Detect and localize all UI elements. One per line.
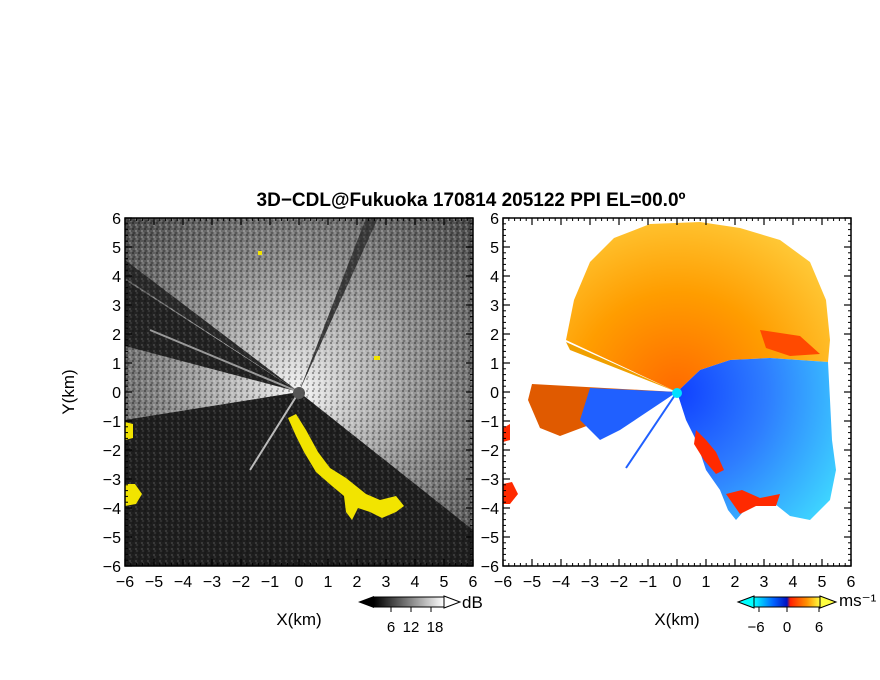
radar-site-marker bbox=[293, 387, 305, 399]
right-xtick-label: −2 bbox=[610, 574, 628, 591]
left-ytick-label: 0 bbox=[112, 385, 121, 402]
left-xtick-label: 1 bbox=[324, 574, 333, 591]
right-colorbar: −6 0 6 ms⁻¹ bbox=[736, 591, 877, 636]
left-ytick-label: −1 bbox=[103, 414, 121, 431]
right-ytick-label: 5 bbox=[490, 240, 499, 257]
right-xtick-label: −5 bbox=[523, 574, 541, 591]
left-ytick-label: −4 bbox=[103, 501, 121, 518]
left-ytick-label: 1 bbox=[112, 356, 121, 373]
right-ytick-label: 1 bbox=[490, 356, 499, 373]
right-xtick-label: 1 bbox=[702, 574, 711, 591]
right-ytick-label: −1 bbox=[481, 414, 499, 431]
right-ytick-label: −2 bbox=[481, 443, 499, 460]
left-xtick-label: −2 bbox=[232, 574, 250, 591]
left-xtick-label: −6 bbox=[116, 574, 134, 591]
right-ytick-label: −3 bbox=[481, 472, 499, 489]
left-ytick-label: −2 bbox=[103, 443, 121, 460]
left-panel-image bbox=[125, 218, 473, 566]
left-xtick-label: −4 bbox=[174, 574, 192, 591]
left-xtick-label: 0 bbox=[295, 574, 304, 591]
right-colorbar-tick: 6 bbox=[815, 619, 823, 636]
right-axis-ticks: −6 −5 −4 −3 −2 −1 0 1 2 3 4 5 6 6 5 4 3 2 1 0 −1 −2 −3 −4 −5 −6 bbox=[481, 211, 856, 591]
left-xtick-label: 6 bbox=[469, 574, 478, 591]
right-xtick-label: −1 bbox=[639, 574, 657, 591]
right-xtick-label: −3 bbox=[581, 574, 599, 591]
left-axis-ticks: −6 −5 −4 −3 −2 −1 0 1 2 3 4 5 6 6 5 4 3 2 1 0 −1 −2 −3 −4 −5 −6 bbox=[103, 211, 478, 591]
left-colorbar-tick: 6 bbox=[387, 619, 395, 636]
left-colorbar-unit: dB bbox=[462, 593, 483, 612]
left-ytick-label: 5 bbox=[112, 240, 121, 257]
left-ytick-label: 3 bbox=[112, 298, 121, 315]
right-xtick-label: 2 bbox=[731, 574, 740, 591]
left-colorbar-tick: 12 bbox=[403, 619, 420, 636]
right-panel-image bbox=[503, 218, 851, 566]
left-xtick-label: −1 bbox=[261, 574, 279, 591]
yellow-highlight bbox=[288, 414, 404, 520]
cool-velocity-region bbox=[677, 358, 836, 520]
left-xtick-label: −3 bbox=[203, 574, 221, 591]
radar-site-marker bbox=[672, 388, 682, 398]
right-xlabel: X(km) bbox=[654, 610, 699, 629]
right-ytick-label: 0 bbox=[490, 385, 499, 402]
warm-velocity-region bbox=[566, 222, 830, 392]
left-xtick-label: 2 bbox=[353, 574, 362, 591]
left-ytick-label: 2 bbox=[112, 327, 121, 344]
chart-title: 3D−CDL@Fukuoka 170814 205122 PPI EL=00.0… bbox=[257, 190, 686, 211]
left-xlabel: X(km) bbox=[276, 610, 321, 629]
right-ytick-label: 4 bbox=[490, 269, 499, 286]
left-xtick-label: −5 bbox=[145, 574, 163, 591]
left-ytick-label: 4 bbox=[112, 269, 121, 286]
right-colorbar-tick: −6 bbox=[747, 619, 764, 636]
right-xtick-label: 0 bbox=[673, 574, 682, 591]
right-xtick-label: 5 bbox=[818, 574, 827, 591]
left-colorbar-tick: 18 bbox=[427, 619, 444, 636]
left-xtick-label: 3 bbox=[382, 574, 391, 591]
right-ytick-label: −5 bbox=[481, 530, 499, 547]
left-colorbar: 6 12 18 dB bbox=[358, 593, 483, 636]
right-ytick-label: 3 bbox=[490, 298, 499, 315]
left-ytick-label: −5 bbox=[103, 530, 121, 547]
right-colorbar-tick: 0 bbox=[783, 619, 791, 636]
right-ytick-label: 6 bbox=[490, 211, 499, 228]
right-colorbar-unit: ms⁻¹ bbox=[839, 591, 877, 610]
right-xtick-label: 4 bbox=[789, 574, 798, 591]
right-ytick-label: −4 bbox=[481, 501, 499, 518]
right-ytick-label: −6 bbox=[481, 559, 499, 576]
left-xtick-label: 5 bbox=[440, 574, 449, 591]
left-ylabel: Y(km) bbox=[59, 369, 78, 414]
right-xtick-label: 6 bbox=[847, 574, 856, 591]
left-ytick-label: 6 bbox=[112, 211, 121, 228]
left-ytick-label: −6 bbox=[103, 559, 121, 576]
right-xtick-label: 3 bbox=[760, 574, 769, 591]
left-xtick-label: 4 bbox=[411, 574, 420, 591]
right-xtick-label: −4 bbox=[552, 574, 570, 591]
right-xtick-label: −6 bbox=[494, 574, 512, 591]
right-ytick-label: 2 bbox=[490, 327, 499, 344]
left-ytick-label: −3 bbox=[103, 472, 121, 489]
